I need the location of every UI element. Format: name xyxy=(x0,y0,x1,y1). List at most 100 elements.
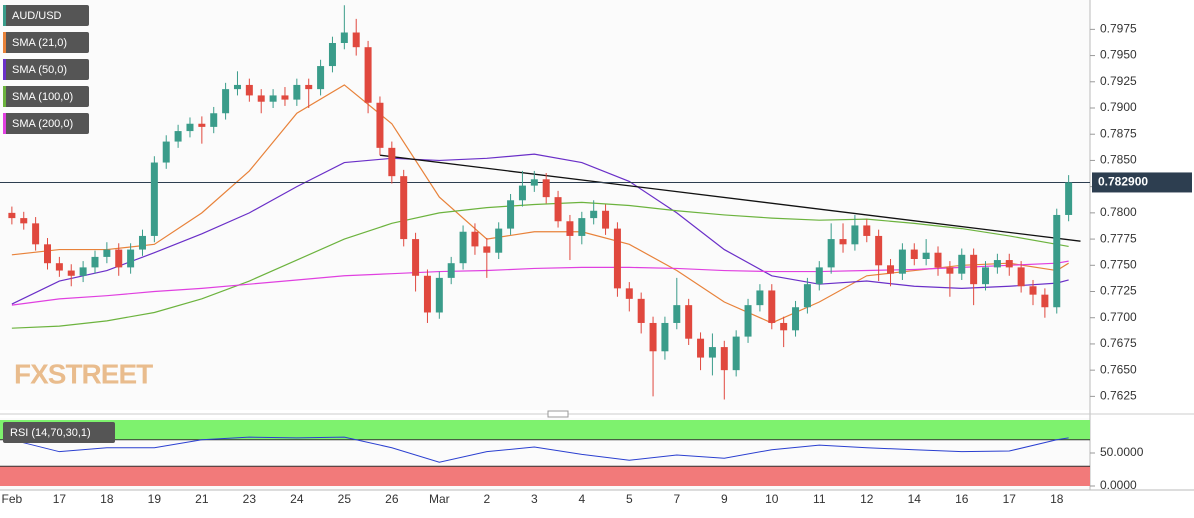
candle-body xyxy=(43,244,51,264)
candle-body xyxy=(661,322,669,352)
candle-body xyxy=(32,223,40,245)
candle-body xyxy=(317,66,325,90)
candle-body xyxy=(400,176,408,240)
candle-body xyxy=(376,102,384,148)
candle-body xyxy=(958,254,966,274)
candle-body xyxy=(1053,214,1061,308)
legend-box xyxy=(3,86,89,107)
y-tick-label: 0.7950 xyxy=(1100,48,1137,62)
candle-body xyxy=(554,197,562,222)
candle-body xyxy=(744,305,752,337)
candle-body xyxy=(162,141,170,163)
candle-body xyxy=(720,347,728,371)
candle-body xyxy=(79,267,87,276)
candle-body xyxy=(281,95,289,100)
legend-label: SMA (21,0) xyxy=(12,37,67,49)
candle-body xyxy=(471,231,479,247)
candle-body xyxy=(982,267,990,285)
x-tick-label: 17 xyxy=(1003,492,1017,506)
candle-body xyxy=(697,338,705,358)
candle-body xyxy=(412,239,420,276)
legend-swatch xyxy=(3,59,6,80)
legend-swatch xyxy=(3,32,6,53)
y-tick-label: 0.7975 xyxy=(1100,22,1137,36)
candle-body xyxy=(792,307,800,331)
candle-body xyxy=(1005,260,1013,268)
legend-box xyxy=(3,59,89,80)
y-tick-label: 0.7675 xyxy=(1100,336,1137,350)
legend-label: SMA (200,0) xyxy=(12,118,73,130)
x-tick-label: 18 xyxy=(100,492,114,506)
x-tick-label: 16 xyxy=(955,492,969,506)
y-tick-label: 50.0000 xyxy=(1100,445,1144,459)
y-tick-label: 0.7750 xyxy=(1100,257,1137,271)
last-price-label: 0.782900 xyxy=(1098,175,1148,189)
candle-body xyxy=(685,305,693,339)
candle-body xyxy=(887,265,895,274)
candle-body xyxy=(257,95,265,102)
series-line xyxy=(11,436,1069,463)
candle-body xyxy=(768,290,776,323)
candle-body xyxy=(127,249,135,268)
panel-resizer[interactable] xyxy=(547,410,569,418)
candle-body xyxy=(293,84,301,100)
candle-body xyxy=(507,200,515,229)
candle-body xyxy=(518,185,526,201)
x-tick-label: 7 xyxy=(673,492,680,506)
candle-body xyxy=(934,252,942,268)
x-tick-label: 10 xyxy=(765,492,779,506)
candle-body xyxy=(1065,182,1073,215)
candle-body xyxy=(91,256,99,268)
candle-body xyxy=(946,267,954,274)
candle-body xyxy=(174,131,182,142)
y-tick-label: 0.7700 xyxy=(1100,310,1137,324)
y-tick-label: 0.0000 xyxy=(1100,478,1137,492)
candle-body xyxy=(67,270,75,276)
candle-body xyxy=(898,249,906,274)
candle-body xyxy=(328,42,336,67)
candle-body xyxy=(851,225,859,245)
candle-body xyxy=(233,84,241,90)
x-tick-label: 2 xyxy=(483,492,490,506)
candle-body xyxy=(649,322,657,352)
x-tick-label: 24 xyxy=(290,492,304,506)
candle-body xyxy=(447,263,455,278)
x-tick-label: 14 xyxy=(908,492,922,506)
x-tick-label: 5 xyxy=(626,492,633,506)
candle-body xyxy=(198,123,206,127)
candle-body xyxy=(875,235,883,266)
candle-body xyxy=(863,225,871,236)
legend-box xyxy=(3,5,89,26)
y-tick-label: 0.7800 xyxy=(1100,205,1137,219)
watermark: FXSTREET xyxy=(14,358,153,389)
legend-swatch xyxy=(3,113,6,134)
candle-body xyxy=(673,305,681,323)
upper-zone xyxy=(0,420,1090,440)
y-tick-label: 0.7650 xyxy=(1100,362,1137,376)
x-tick-label: 12 xyxy=(860,492,874,506)
y-tick-label: 0.7725 xyxy=(1100,284,1137,298)
y-tick-label: 0.7925 xyxy=(1100,74,1137,88)
candle-body xyxy=(222,89,230,114)
x-tick-label: 19 xyxy=(148,492,162,506)
lower-zone xyxy=(0,466,1090,486)
x-tick-label: 4 xyxy=(578,492,585,506)
candle-body xyxy=(8,212,16,219)
last-price-box xyxy=(1092,172,1192,193)
candle-body xyxy=(637,298,645,323)
candle-body xyxy=(922,252,930,260)
x-tick-label: 18 xyxy=(1050,492,1064,506)
candle-body xyxy=(388,147,396,177)
candle-body xyxy=(20,218,28,224)
candle-body xyxy=(1041,294,1049,308)
series-line xyxy=(11,153,1069,305)
legend-box xyxy=(3,113,89,134)
candle-body xyxy=(423,275,431,313)
x-tick-label: 17 xyxy=(53,492,67,506)
candle-body xyxy=(530,179,538,186)
candle-body xyxy=(138,235,146,250)
candle-body xyxy=(1017,267,1025,287)
candle-body xyxy=(803,284,811,308)
